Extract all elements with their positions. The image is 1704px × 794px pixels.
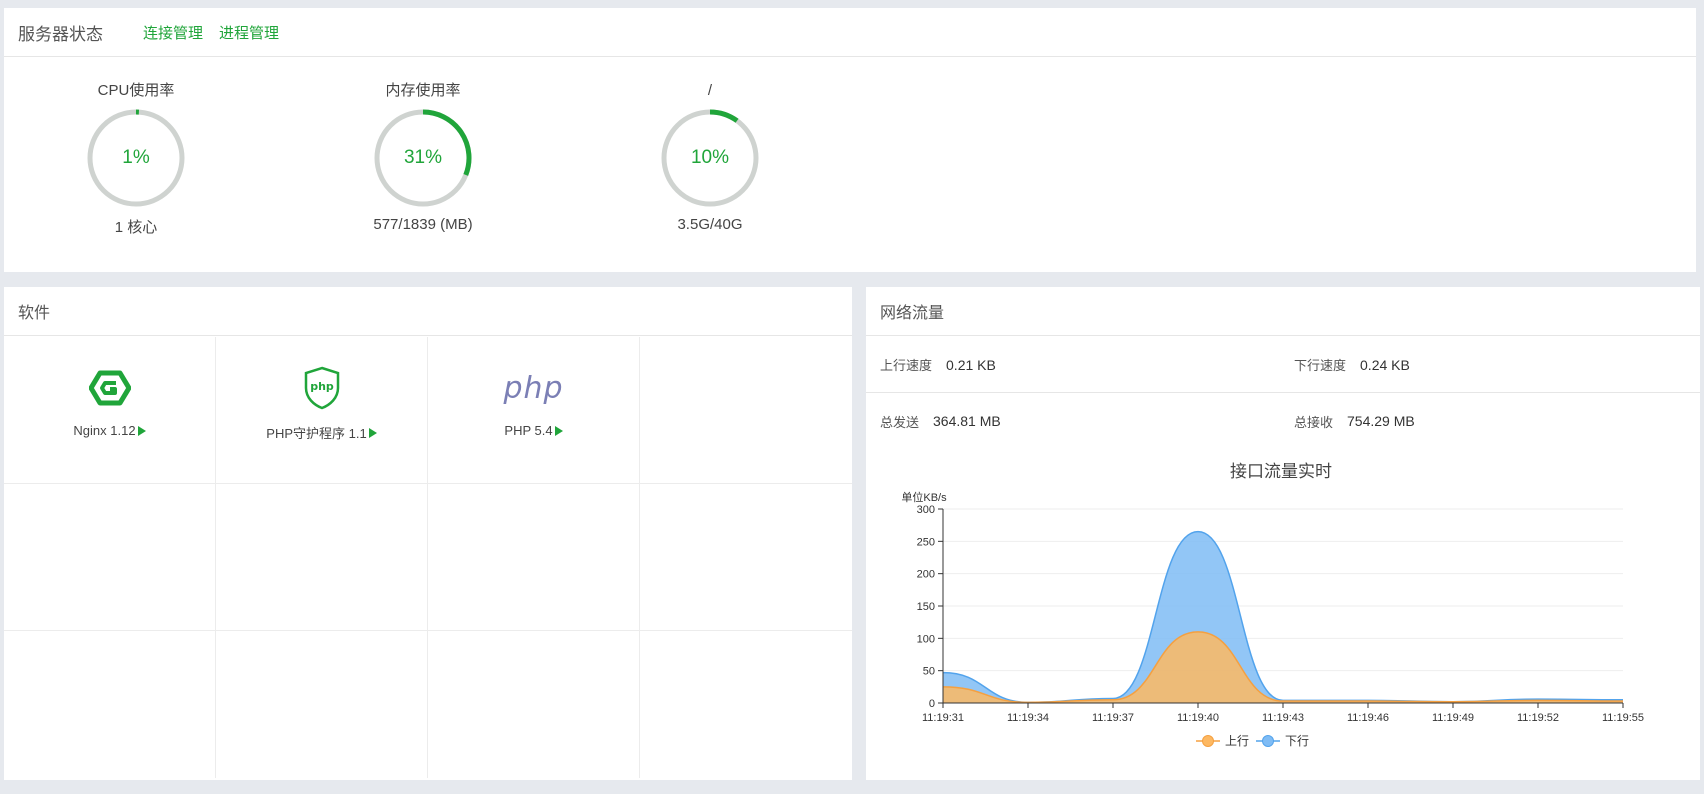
software-header: 软件	[4, 287, 852, 336]
legend-download[interactable]: 下行	[1256, 734, 1309, 748]
software-empty-cell	[640, 337, 852, 484]
nginx-launch-link[interactable]: Nginx 1.12	[73, 423, 146, 438]
x-tick-label: 11:19:31	[922, 712, 964, 724]
total-received-label: 总接收	[1294, 414, 1334, 430]
software-empty-cell	[216, 631, 428, 778]
x-tick-label: 11:19:49	[1432, 712, 1474, 724]
memory-gauge-title: 内存使用率	[385, 82, 461, 99]
software-empty-cell	[4, 484, 216, 631]
total-sent-value: 364.81 MB	[933, 413, 1001, 429]
x-tick-label: 11:19:34	[1007, 712, 1049, 724]
disk-gauge-value: 10%	[690, 147, 730, 168]
server-status-title: 服务器状态	[18, 24, 103, 44]
legend-label: 下行	[1285, 734, 1309, 748]
download-speed-label: 下行速度	[1294, 358, 1347, 373]
network-header: 网络流量	[866, 287, 1700, 336]
legend-upload[interactable]: 上行	[1196, 734, 1249, 748]
software-empty-cell	[428, 631, 640, 778]
total-received: 总接收 754.29 MB	[1294, 412, 1415, 431]
upload-speed-value: 0.21 KB	[946, 356, 996, 373]
software-empty-cell	[4, 631, 216, 778]
disk-gauge: / 10% 3.5G/40G	[630, 80, 790, 233]
chart-y-unit-label: 单位KB/s	[901, 490, 947, 504]
memory-gauge-detail: 577/1839 (MB)	[373, 216, 473, 233]
cpu-gauge-value: 1%	[122, 147, 150, 168]
total-sent-label: 总发送	[880, 414, 920, 430]
y-tick-label: 250	[917, 536, 935, 548]
software-empty-cell	[640, 484, 852, 631]
nginx-icon	[88, 365, 131, 411]
disk-gauge-title: /	[707, 82, 713, 99]
network-title: 网络流量	[880, 305, 945, 322]
memory-gauge-value: 31%	[403, 147, 443, 168]
network-traffic-panel: 网络流量 上行速度 0.21 KB 下行速度 0.24 KB 总发送 364.8…	[866, 287, 1700, 780]
php-label: PHP 5.4	[504, 423, 553, 438]
php-logo-icon: php	[503, 370, 564, 406]
software-item-php-daemon[interactable]: php PHP守护程序 1.1	[216, 337, 428, 484]
legend-label: 上行	[1225, 734, 1249, 748]
series-line-upload	[942, 631, 1624, 704]
x-tick-label: 11:19:46	[1347, 712, 1389, 724]
process-management-link[interactable]: 进程管理	[219, 24, 280, 42]
disk-gauge-detail: 3.5G/40G	[677, 216, 743, 233]
x-tick-label: 11:19:37	[1092, 712, 1134, 724]
download-speed-value: 0.24 KB	[1360, 356, 1410, 373]
chart-title: 接口流量实时	[1230, 462, 1332, 481]
download-speed: 下行速度 0.24 KB	[1294, 355, 1410, 374]
software-empty-cell	[640, 631, 852, 778]
server-status-panel: 服务器状态 连接管理 进程管理 CPU使用率 1% 1 核心 内存使用率 31%…	[4, 8, 1696, 272]
x-tick-label: 11:19:52	[1517, 712, 1559, 724]
totals-row: 总发送 364.81 MB 总接收 754.29 MB	[866, 393, 1700, 449]
software-empty-cell	[216, 484, 428, 631]
upload-speed-label: 上行速度	[880, 358, 933, 373]
software-grid: Nginx 1.12 php PHP守护程序 1.1 php PHP 5.4	[4, 337, 852, 780]
memory-gauge: 内存使用率 31% 577/1839 (MB)	[343, 80, 503, 233]
series-area-upload	[943, 631, 1623, 703]
play-arrow-icon	[554, 425, 563, 436]
play-arrow-icon	[137, 425, 146, 436]
speed-row: 上行速度 0.21 KB 下行速度 0.24 KB	[866, 337, 1700, 393]
y-tick-label: 200	[917, 569, 935, 581]
php-daemon-launch-link[interactable]: PHP守护程序 1.1	[266, 423, 377, 442]
x-tick-label: 11:19:55	[1602, 712, 1644, 724]
connection-management-link[interactable]: 连接管理	[143, 24, 204, 42]
gauge-fill-arc	[709, 109, 739, 123]
memory-gauge-ring: 31%	[371, 106, 475, 210]
total-sent: 总发送 364.81 MB	[880, 412, 1001, 431]
cpu-gauge-title: CPU使用率	[97, 82, 175, 99]
legend-marker	[1262, 735, 1274, 747]
server-status-header: 服务器状态 连接管理 进程管理	[4, 8, 1696, 57]
disk-gauge-ring: 10%	[658, 106, 762, 210]
y-tick-label: 0	[929, 698, 935, 710]
php-daemon-label: PHP守护程序 1.1	[266, 426, 367, 441]
gauge-fill-arc	[422, 109, 472, 176]
php-shield-icon: php	[303, 365, 341, 411]
x-tick-label: 11:19:40	[1177, 712, 1219, 724]
series-line-download	[942, 530, 1624, 704]
series-area-download	[943, 531, 1623, 703]
cpu-gauge: CPU使用率 1% 1 核心	[56, 80, 216, 237]
php-launch-link[interactable]: PHP 5.4	[504, 423, 563, 438]
cpu-gauge-detail: 1 核心	[114, 219, 158, 236]
upload-speed: 上行速度 0.21 KB	[880, 355, 996, 374]
software-empty-cell	[428, 484, 640, 631]
nginx-label: Nginx 1.12	[73, 423, 136, 438]
y-tick-label: 100	[917, 633, 935, 645]
cpu-gauge-ring: 1%	[84, 106, 188, 210]
traffic-chart-svg: 接口流量实时 单位KB/s 0 50 100 150 200 250 300 11:19:31…	[901, 462, 1644, 748]
traffic-chart: 接口流量实时 单位KB/s 0 50 100 150 200 250 300 11:19:31…	[866, 447, 1700, 780]
software-panel: 软件 Nginx 1.12 php PHP守护程序	[4, 287, 852, 780]
y-tick-label: 50	[923, 666, 935, 678]
play-arrow-icon	[368, 427, 377, 438]
total-received-value: 754.29 MB	[1347, 413, 1415, 429]
svg-text:php: php	[310, 380, 334, 393]
software-item-nginx[interactable]: Nginx 1.12	[4, 337, 216, 484]
legend-marker	[1202, 735, 1214, 747]
y-tick-label: 150	[917, 601, 935, 613]
y-tick-label: 300	[917, 504, 935, 516]
software-title: 软件	[18, 305, 51, 322]
software-item-php[interactable]: php PHP 5.4	[428, 337, 640, 484]
x-tick-label: 11:19:43	[1262, 712, 1304, 724]
